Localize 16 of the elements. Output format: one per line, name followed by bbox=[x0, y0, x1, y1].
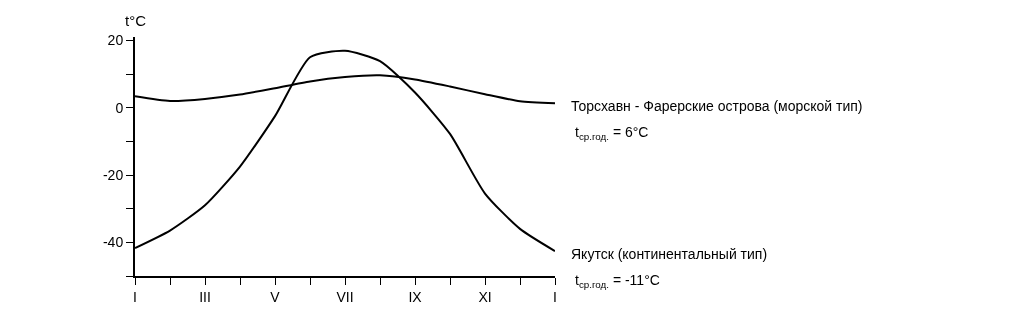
x-tick-label: I bbox=[133, 288, 137, 305]
y-axis-title: t°C bbox=[125, 12, 147, 29]
x-tick-label: V bbox=[270, 288, 281, 305]
y-tick-label: -20 bbox=[102, 166, 124, 183]
y-tick-label: 20 bbox=[107, 32, 124, 49]
series-label: Торсхавн - Фарерские острова (морской тип) bbox=[571, 98, 863, 114]
y-tick-label: -40 bbox=[102, 234, 124, 251]
x-tick-label: III bbox=[199, 288, 211, 305]
x-tick-label: VII bbox=[336, 288, 354, 305]
series-label: Якутск (континентальный тип) bbox=[571, 246, 768, 262]
x-tick-label: XI bbox=[478, 288, 492, 305]
text: t$_{ср.год.}$ = 6°C bbox=[575, 124, 649, 142]
x-tick-label: IX bbox=[408, 288, 423, 305]
text: t$_{ср.год.}$ = -11°C bbox=[575, 272, 660, 290]
x-tick-label: I bbox=[553, 288, 557, 305]
y-tick-label: 0 bbox=[115, 99, 124, 116]
